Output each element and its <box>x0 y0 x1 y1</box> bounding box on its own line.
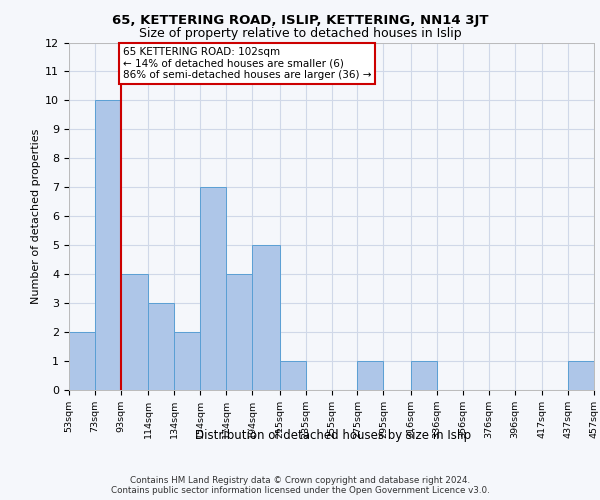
Bar <box>358 361 383 390</box>
Text: Contains HM Land Registry data © Crown copyright and database right 2024.: Contains HM Land Registry data © Crown c… <box>130 476 470 485</box>
Bar <box>280 361 305 390</box>
Text: 65, KETTERING ROAD, ISLIP, KETTERING, NN14 3JT: 65, KETTERING ROAD, ISLIP, KETTERING, NN… <box>112 14 488 27</box>
Bar <box>174 332 200 390</box>
Text: Distribution of detached houses by size in Islip: Distribution of detached houses by size … <box>195 430 471 442</box>
Text: Contains public sector information licensed under the Open Government Licence v3: Contains public sector information licen… <box>110 486 490 495</box>
Bar <box>226 274 252 390</box>
Bar <box>252 245 280 390</box>
Bar <box>568 361 594 390</box>
Bar <box>95 100 121 390</box>
Bar <box>200 188 226 390</box>
Text: 65 KETTERING ROAD: 102sqm
← 14% of detached houses are smaller (6)
86% of semi-d: 65 KETTERING ROAD: 102sqm ← 14% of detac… <box>123 47 371 80</box>
Bar <box>69 332 95 390</box>
Bar <box>148 303 174 390</box>
Text: Size of property relative to detached houses in Islip: Size of property relative to detached ho… <box>139 28 461 40</box>
Bar <box>121 274 148 390</box>
Bar <box>411 361 437 390</box>
Y-axis label: Number of detached properties: Number of detached properties <box>31 128 41 304</box>
